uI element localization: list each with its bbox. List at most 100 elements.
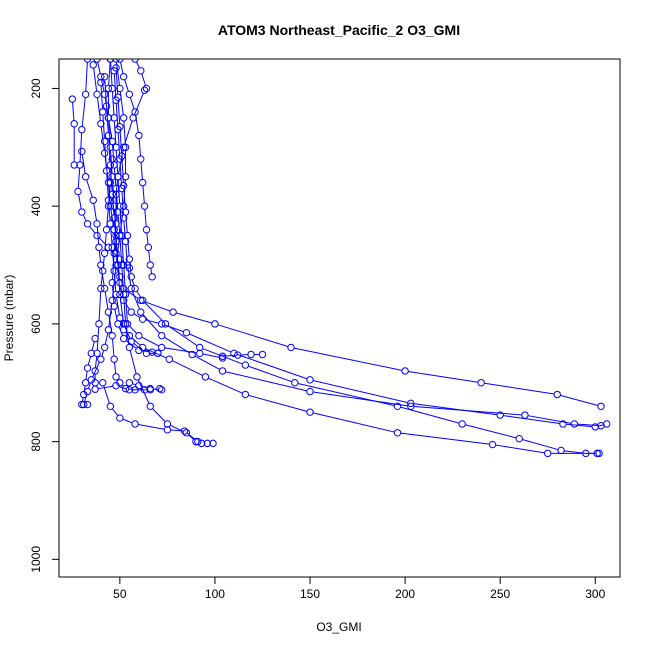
- y-axis-label: Pressure (mbar): [2, 275, 16, 362]
- data-point: [119, 296, 128, 305]
- data-point: [157, 343, 166, 352]
- series-line-segment: [141, 73, 146, 86]
- series-line-segment: [93, 67, 98, 92]
- series-line-segment: [96, 97, 101, 121]
- data-point: [137, 67, 145, 75]
- data-point: [148, 273, 156, 281]
- data-point: [100, 90, 109, 99]
- data-point: [125, 386, 134, 394]
- profile-series: [110, 67, 605, 430]
- data-point: [138, 343, 147, 352]
- data-point: [102, 226, 111, 234]
- data-point: [93, 220, 101, 228]
- series-line-segment: [141, 336, 160, 347]
- y-tick-label: 1000: [29, 546, 43, 573]
- data-point: [218, 352, 227, 360]
- data-point: [78, 400, 86, 409]
- data-point: [203, 439, 212, 448]
- data-point: [127, 273, 135, 281]
- data-point: [97, 72, 105, 81]
- data-point: [146, 402, 154, 410]
- data-point: [127, 308, 135, 316]
- data-point: [74, 187, 82, 196]
- series-line-segment: [400, 406, 460, 424]
- data-point: [97, 355, 105, 363]
- series-line-segment: [120, 62, 124, 74]
- data-point: [80, 390, 88, 399]
- data-point: [140, 202, 149, 210]
- series-line-segment: [106, 109, 109, 133]
- data-point: [119, 202, 128, 210]
- data-point: [112, 290, 120, 299]
- series-line-segment: [566, 423, 593, 428]
- series-line-segment: [113, 121, 117, 145]
- data-point: [125, 379, 134, 387]
- data-point: [104, 196, 113, 204]
- data-point: [163, 426, 172, 434]
- series-line-segment: [121, 268, 124, 292]
- series-line-segment: [186, 432, 196, 441]
- series-line-segment: [92, 361, 100, 378]
- data-point: [110, 214, 118, 222]
- data-point: [97, 120, 105, 128]
- series-line-segment: [503, 415, 560, 425]
- data-point: [138, 315, 147, 323]
- series-line-segment: [117, 179, 121, 203]
- series-line-segment: [126, 289, 139, 299]
- series-line-segment: [100, 274, 103, 286]
- data-point: [93, 231, 101, 240]
- data-point: [78, 208, 86, 216]
- data-point: [102, 167, 111, 175]
- data-point: [119, 143, 128, 151]
- data-point: [211, 320, 219, 328]
- series-line-segment: [115, 238, 120, 262]
- data-point: [119, 320, 128, 328]
- data-point: [119, 261, 128, 269]
- data-point: [477, 379, 485, 387]
- data-point: [154, 349, 162, 358]
- series-line-segment: [104, 332, 109, 345]
- data-point: [121, 384, 130, 393]
- series-line-segment: [124, 120, 133, 145]
- data-point: [553, 390, 561, 399]
- data-point: [97, 78, 105, 87]
- series-line-segment: [72, 102, 75, 121]
- series-line-segment: [145, 348, 167, 359]
- data-point: [234, 351, 242, 359]
- series-line-segment: [122, 418, 133, 424]
- data-point: [108, 84, 116, 93]
- data-point: [163, 420, 172, 428]
- profile-series: [68, 95, 78, 169]
- data-point: [197, 439, 206, 448]
- data-point: [125, 90, 134, 99]
- profile-series: [80, 59, 130, 409]
- series-line-segment: [108, 62, 111, 86]
- series-line-segment: [94, 356, 98, 368]
- series-line-segment: [81, 397, 84, 402]
- y-axis: 200 400 600 800 1000: [29, 78, 59, 573]
- data-point: [593, 449, 601, 458]
- data-point: [247, 350, 255, 359]
- series-line-segment: [97, 62, 101, 74]
- series-line-segment: [136, 61, 140, 69]
- series-line-segment: [100, 268, 105, 286]
- series-line-segment: [143, 300, 171, 312]
- data-point: [515, 434, 523, 443]
- data-point: [401, 367, 409, 375]
- data-point: [91, 367, 99, 375]
- data-point: [104, 131, 113, 140]
- series-line-segment: [124, 302, 130, 310]
- series-line-segment: [119, 129, 123, 153]
- series-line-segment: [104, 79, 107, 103]
- x-tick-label: 150: [300, 587, 320, 601]
- data-point: [169, 308, 177, 316]
- data-point: [521, 411, 529, 419]
- data-point: [119, 284, 128, 293]
- data-point: [148, 348, 156, 356]
- data-point: [135, 331, 143, 340]
- data-point: [112, 64, 120, 72]
- series-line-segment: [101, 350, 105, 357]
- series-line-segment: [484, 382, 555, 395]
- series-line-segment: [103, 385, 110, 404]
- series-line-segment: [115, 103, 119, 127]
